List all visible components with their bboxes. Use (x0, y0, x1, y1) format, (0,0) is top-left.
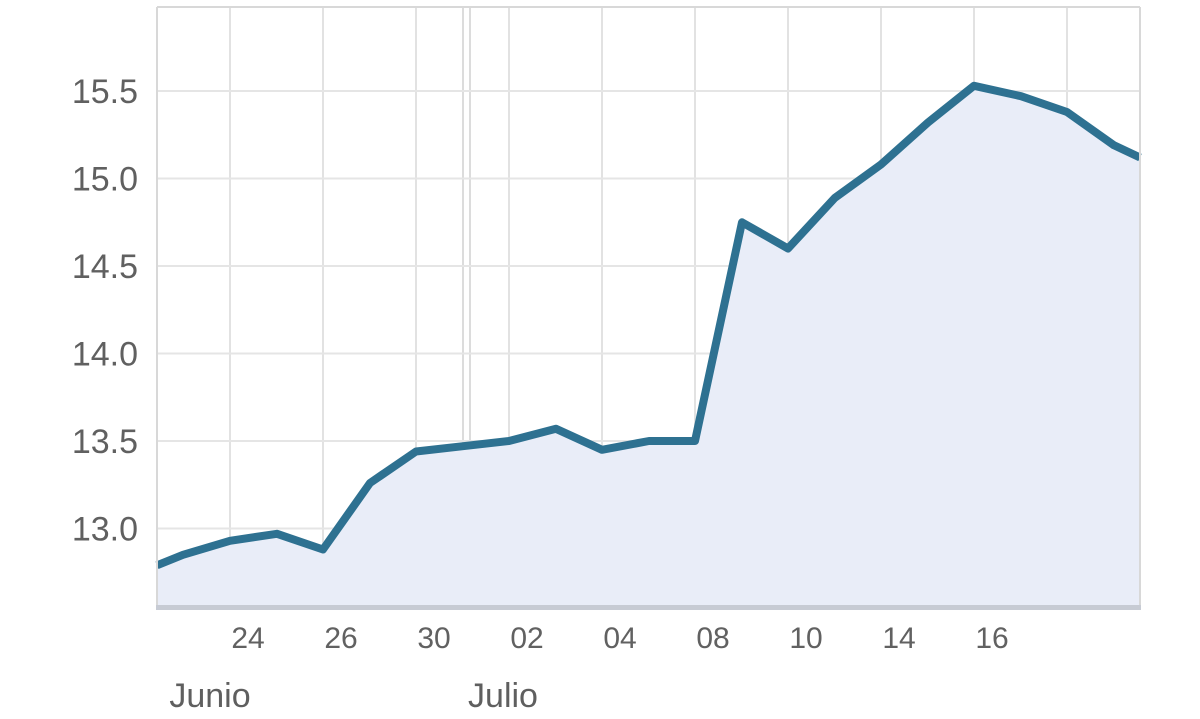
series-line (155, 81, 1142, 570)
y-tick-label: 13.0 (72, 511, 138, 549)
x-tick-label: 24 (231, 622, 264, 655)
x-tick-label: 26 (324, 622, 357, 655)
x-tick-label: 16 (975, 622, 1008, 655)
y-tick-label: 13.5 (72, 423, 138, 461)
x-tick-label: 02 (510, 622, 543, 655)
x-tick-label: 08 (696, 622, 729, 655)
series-area (157, 85, 1140, 606)
y-tick-label: 15.0 (72, 161, 138, 199)
y-tick-label: 15.5 (72, 73, 138, 111)
x-tick-label: 14 (882, 622, 915, 655)
y-tick-label: 14.0 (72, 336, 138, 374)
plot-border-bottom (156, 605, 1141, 610)
y-tick-label: 14.5 (72, 248, 138, 286)
x-tick-label: 10 (789, 622, 822, 655)
x-tick-label: 04 (603, 622, 636, 655)
month-label: Junio (169, 677, 250, 715)
x-tick-label: 30 (417, 622, 450, 655)
month-label: Julio (468, 677, 538, 715)
